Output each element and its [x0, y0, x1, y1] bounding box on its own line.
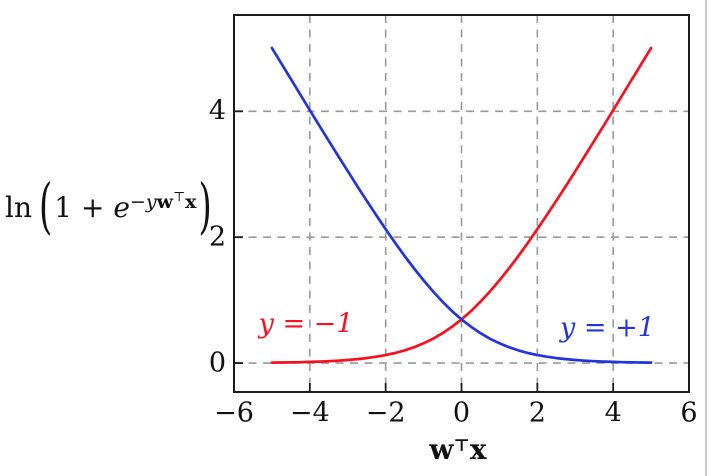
window-edge-divider [705, 0, 707, 476]
y-tick-label: 4 [208, 95, 226, 127]
y-axis-label: ln ( 1 + e−yw⊤x ) [5, 172, 214, 242]
close-paren: ) [198, 172, 212, 242]
ln-text: ln [5, 190, 32, 224]
series-curve [270, 46, 653, 364]
x-tick-label: 4 [604, 397, 622, 429]
curve-annotation: y = +1 [560, 312, 655, 344]
x-tick-label: 2 [528, 397, 546, 429]
formula-body: 1 + e−yw⊤x [54, 189, 197, 224]
y-tick-label: 0 [208, 347, 226, 379]
x-tick-label: 0 [452, 397, 471, 429]
x-tick-label: 6 [680, 397, 698, 429]
x-tick-label: −6 [214, 397, 254, 429]
axes-box [233, 14, 690, 393]
x-axis-label: w⊤x [429, 433, 487, 466]
x-tick-label: −4 [289, 397, 330, 429]
open-paren: ( [39, 172, 53, 242]
curve-annotation: y = −1 [258, 308, 354, 340]
y-tick-label: 2 [208, 221, 226, 253]
x-tick-label: −2 [365, 397, 406, 429]
